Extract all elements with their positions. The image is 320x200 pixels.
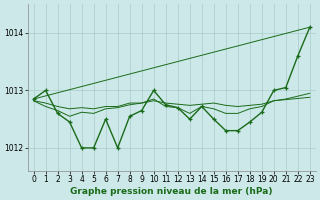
X-axis label: Graphe pression niveau de la mer (hPa): Graphe pression niveau de la mer (hPa) xyxy=(70,187,273,196)
